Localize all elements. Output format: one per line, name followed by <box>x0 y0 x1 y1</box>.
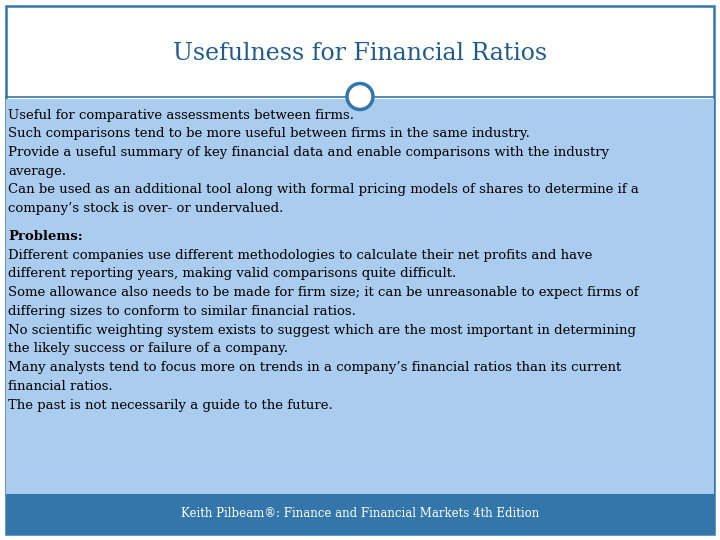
Text: Such comparisons tend to be more useful between firms in the same industry.: Such comparisons tend to be more useful … <box>8 127 530 140</box>
Text: Many analysts tend to focus more on trends in a company’s financial ratios than : Many analysts tend to focus more on tren… <box>8 361 621 374</box>
Text: company’s stock is over- or undervalued.: company’s stock is over- or undervalued. <box>8 202 284 215</box>
Text: differing sizes to conform to similar financial ratios.: differing sizes to conform to similar fi… <box>8 305 356 318</box>
Text: Useful for comparative assessments between firms.: Useful for comparative assessments betwe… <box>8 109 354 122</box>
Text: Provide a useful summary of key financial data and enable comparisons with the i: Provide a useful summary of key financia… <box>8 146 609 159</box>
Text: No scientific weighting system exists to suggest which are the most important in: No scientific weighting system exists to… <box>8 323 636 336</box>
Text: financial ratios.: financial ratios. <box>8 380 112 393</box>
FancyBboxPatch shape <box>6 494 714 534</box>
Text: The past is not necessarily a guide to the future.: The past is not necessarily a guide to t… <box>8 399 333 411</box>
Text: average.: average. <box>8 165 66 178</box>
FancyBboxPatch shape <box>6 6 714 534</box>
Text: different reporting years, making valid comparisons quite difficult.: different reporting years, making valid … <box>8 267 456 280</box>
Text: Usefulness for Financial Ratios: Usefulness for Financial Ratios <box>173 42 547 65</box>
Text: the likely success or failure of a company.: the likely success or failure of a compa… <box>8 342 288 355</box>
Text: Different companies use different methodologies to calculate their net profits a: Different companies use different method… <box>8 248 593 262</box>
Text: Keith Pilbeam®: Finance and Financial Markets 4th Edition: Keith Pilbeam®: Finance and Financial Ma… <box>181 507 539 520</box>
Circle shape <box>347 84 373 110</box>
Text: Some allowance also needs to be made for firm size; it can be unreasonable to ex: Some allowance also needs to be made for… <box>8 286 639 299</box>
Text: Problems:: Problems: <box>8 230 83 243</box>
FancyBboxPatch shape <box>6 98 714 494</box>
Text: Can be used as an additional tool along with formal pricing models of shares to : Can be used as an additional tool along … <box>8 184 639 197</box>
